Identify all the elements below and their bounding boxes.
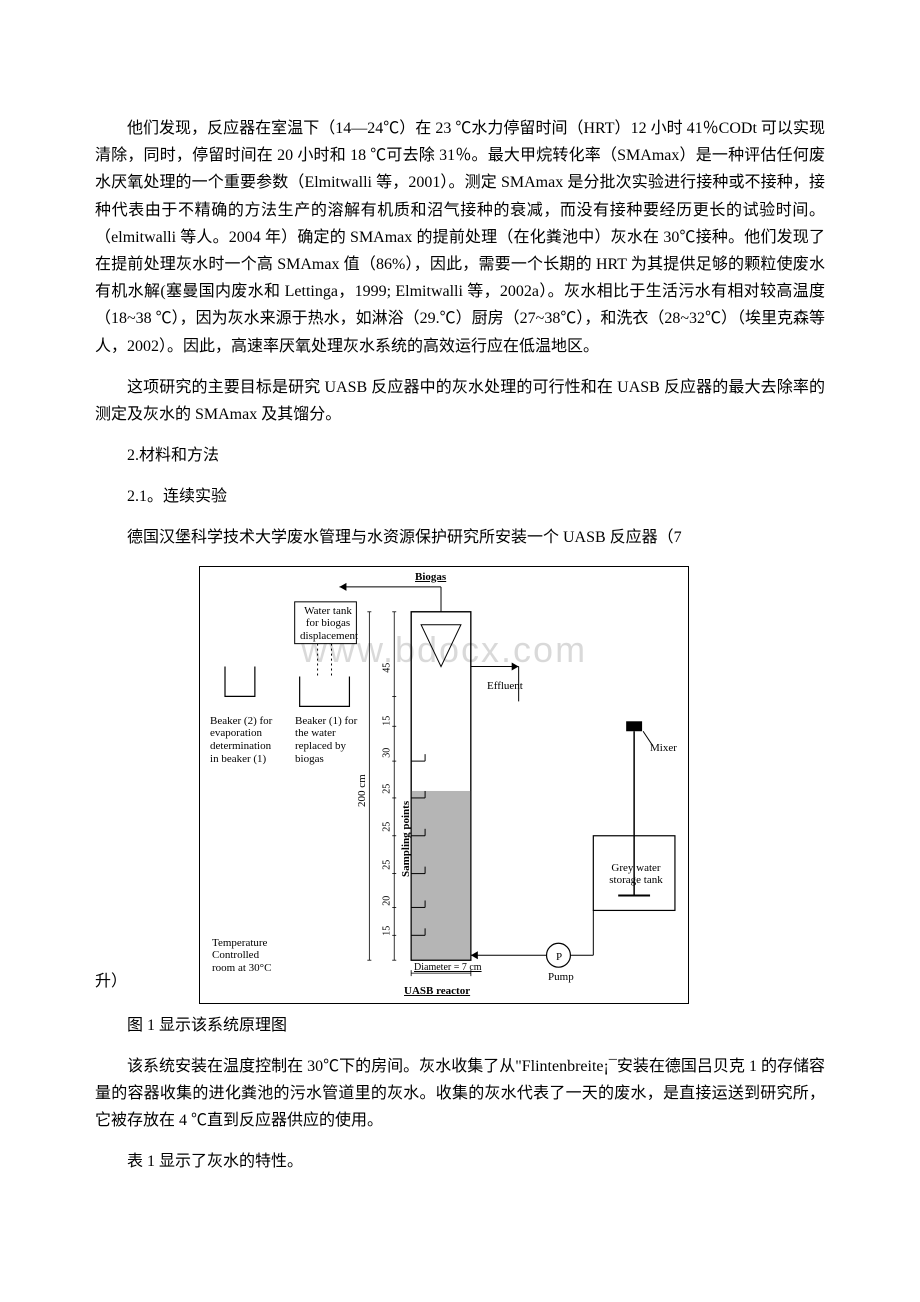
label-temp-room: Temperature Controlled room at 30°C (212, 937, 271, 975)
seg-20: 20 (381, 895, 393, 905)
seg-25a: 25 (381, 783, 393, 793)
seg-15b: 15 (381, 925, 393, 935)
diagram-svg (200, 567, 688, 1003)
label-height: 200 cm (356, 774, 369, 807)
paragraph: 德国汉堡科学技术大学废水管理与水资源保护研究所安装一个 UASB 反应器（7 (95, 524, 825, 551)
figure-caption: 图 1 显示该系统原理图 (95, 1012, 825, 1039)
seg-45: 45 (381, 662, 393, 672)
label-biogas: Biogas (415, 571, 446, 584)
paragraph: 表 1 显示了灰水的特性。 (95, 1148, 825, 1175)
label-diameter: Diameter = 7 cm (414, 962, 482, 974)
seg-25b: 25 (381, 821, 393, 831)
paragraph: 这项研究的主要目标是研究 UASB 反应器中的灰水处理的可行性和在 UASB 反… (95, 374, 825, 428)
paragraph: 他们发现，反应器在室温下（14—24℃）在 23 ℃水力停留时间（HRT）12 … (95, 115, 825, 360)
label-greywater: Grey water storage tank (600, 862, 672, 887)
label-mixer: Mixer (650, 742, 677, 755)
seg-30: 30 (381, 747, 393, 757)
label-beaker1: Beaker (1) for the water replaced by bio… (295, 715, 357, 766)
paragraph: 该系统安装在温度控制在 30℃下的房间。灰水收集了从"Flintenbreite… (95, 1053, 825, 1135)
label-pump-p: P (556, 951, 562, 964)
label-uasb: UASB reactor (404, 985, 470, 998)
label-effluent: Effluent (487, 680, 523, 693)
label-sampling: Sampling points (400, 801, 413, 877)
label-water-tank: Water tank for biogas displacement (300, 605, 356, 643)
figure-suffix-text: 升） (95, 968, 127, 1003)
section-heading: 2.1。连续实验 (95, 483, 825, 510)
seg-25c: 25 (381, 859, 393, 869)
uasb-diagram: www.bdocx.com (199, 566, 689, 1004)
section-heading: 2.材料和方法 (95, 442, 825, 469)
figure-row: 升） www.bdocx.com (95, 566, 825, 1004)
label-pump: Pump (548, 971, 574, 984)
label-beaker2: Beaker (2) for evaporation determination… (210, 715, 272, 766)
seg-15a: 15 (381, 715, 393, 725)
